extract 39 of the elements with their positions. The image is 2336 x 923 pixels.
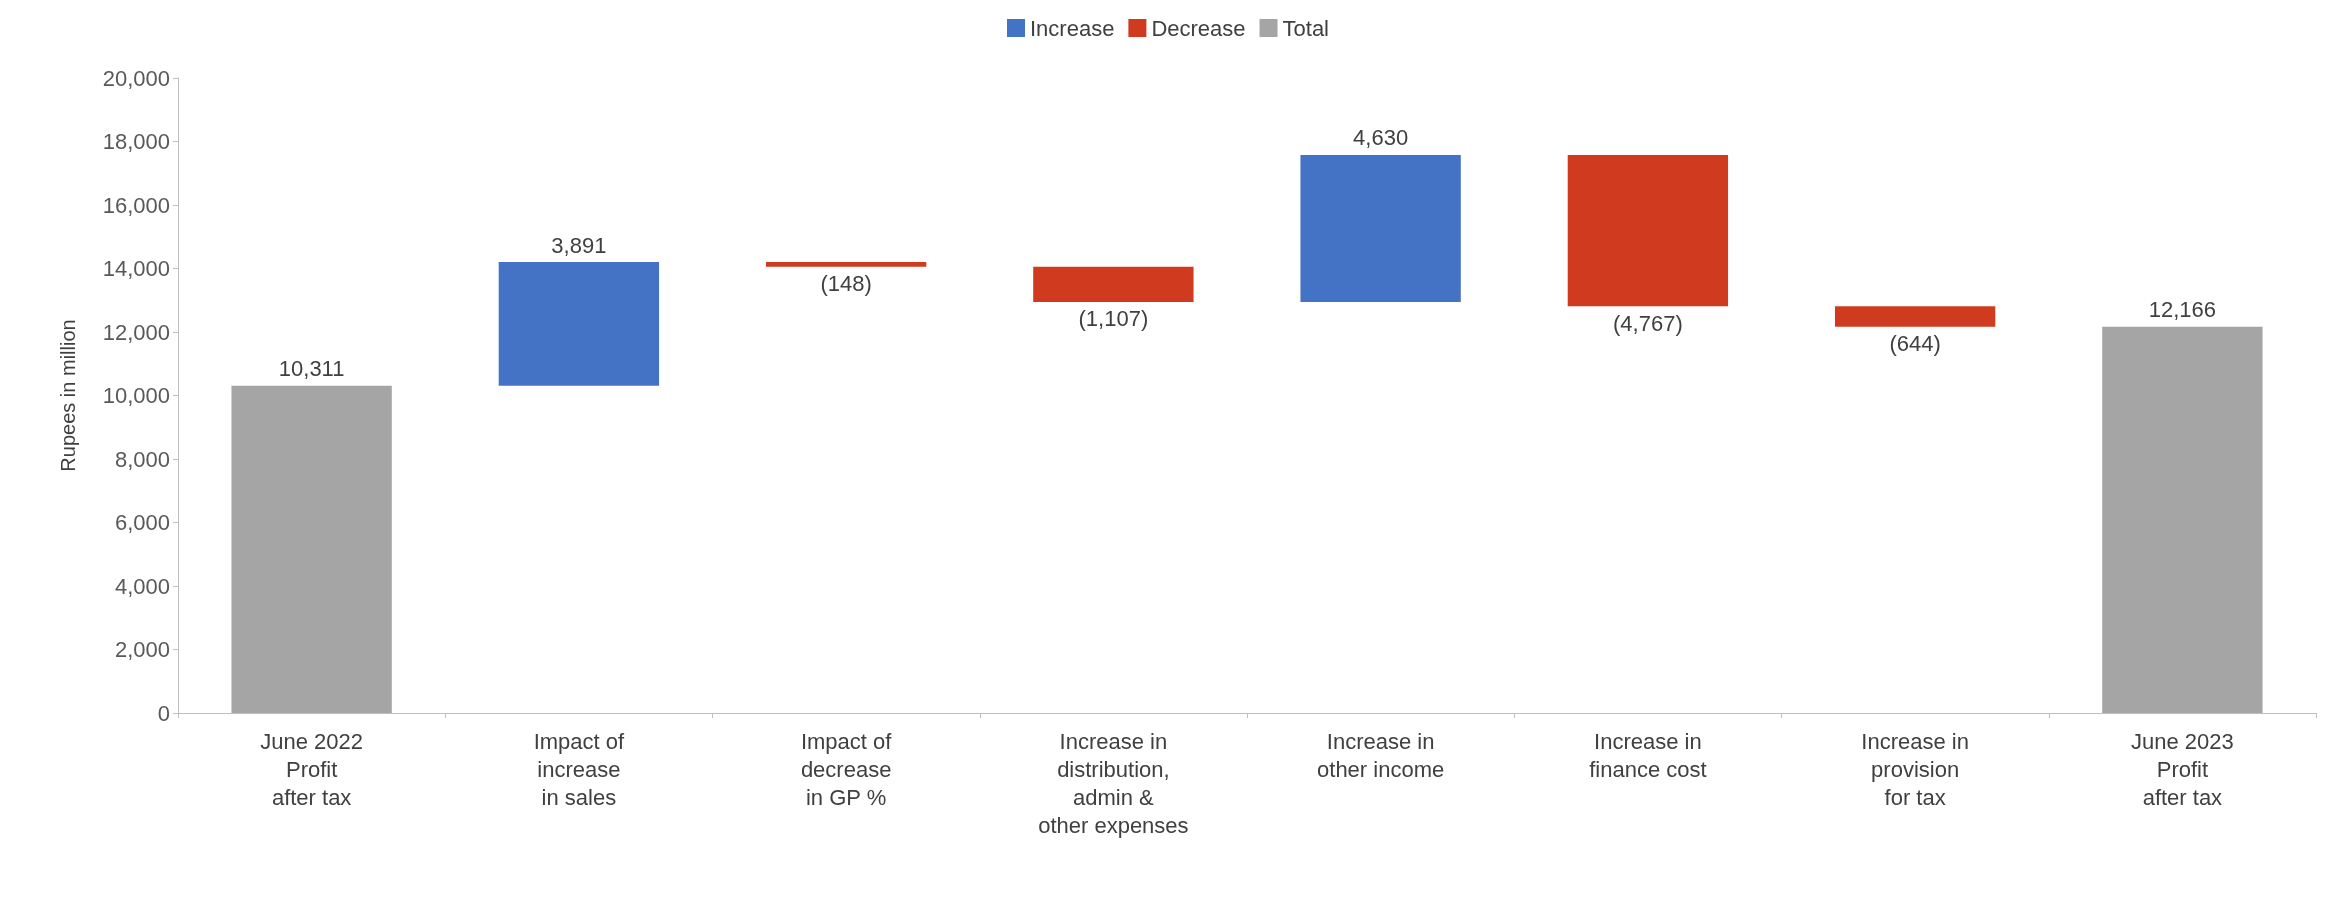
y-tick-label: 18,000 (102, 129, 170, 154)
bar (1033, 266, 1194, 302)
x-tick-label: Increase in finance cost (1589, 728, 1707, 782)
y-axis-title: Rupees in million (57, 319, 79, 472)
x-tick-label: Increase in distribution, admin & other expenses (1038, 728, 1189, 838)
bar (765, 262, 927, 267)
data-label: 3,891 (551, 232, 607, 258)
legend-label: Total (1282, 15, 1330, 41)
legend-label: Increase (1030, 15, 1115, 41)
y-tick-label: 6,000 (114, 510, 170, 535)
bar (1834, 306, 1996, 327)
x-tick-label: Increase in other income (1317, 728, 1445, 782)
y-tick-label: 20,000 (102, 65, 170, 91)
bar (2102, 326, 2263, 713)
data-label: (1,107) (1078, 306, 1149, 332)
x-tick-label: Impact of increase in sales (533, 728, 625, 810)
x-tick-label: Increase in provision for tax (1861, 728, 1969, 810)
y-tick-label: 12,000 (102, 319, 170, 345)
y-tick-label: 4,000 (114, 573, 170, 599)
data-label: 12,166 (2148, 297, 2217, 323)
data-label: (148) (820, 271, 872, 297)
y-tick-label: 16,000 (102, 192, 170, 218)
y-tick-label: 2,000 (114, 637, 170, 662)
data-label: 4,630 (1353, 125, 1409, 151)
bar (498, 262, 660, 386)
y-tick-label: 8,000 (114, 446, 170, 472)
y-tick-label: 14,000 (102, 256, 170, 281)
y-tick-label: 10,000 (102, 383, 170, 408)
bar (231, 385, 392, 713)
x-tick-label: June 2023 Profit after tax (2130, 728, 2234, 810)
bar (1300, 154, 1461, 302)
y-tick-label: 0 (157, 700, 170, 726)
legend-label: Decrease (1151, 15, 1246, 41)
x-tick-label: June 2022 Profit after tax (260, 728, 364, 810)
data-label: 10,311 (278, 356, 345, 382)
data-label: (4,767) (1613, 310, 1683, 336)
data-label: (644) (1889, 331, 1941, 357)
bar (1567, 154, 1729, 307)
x-tick-label: Impact of decrease in GP % (800, 728, 893, 810)
